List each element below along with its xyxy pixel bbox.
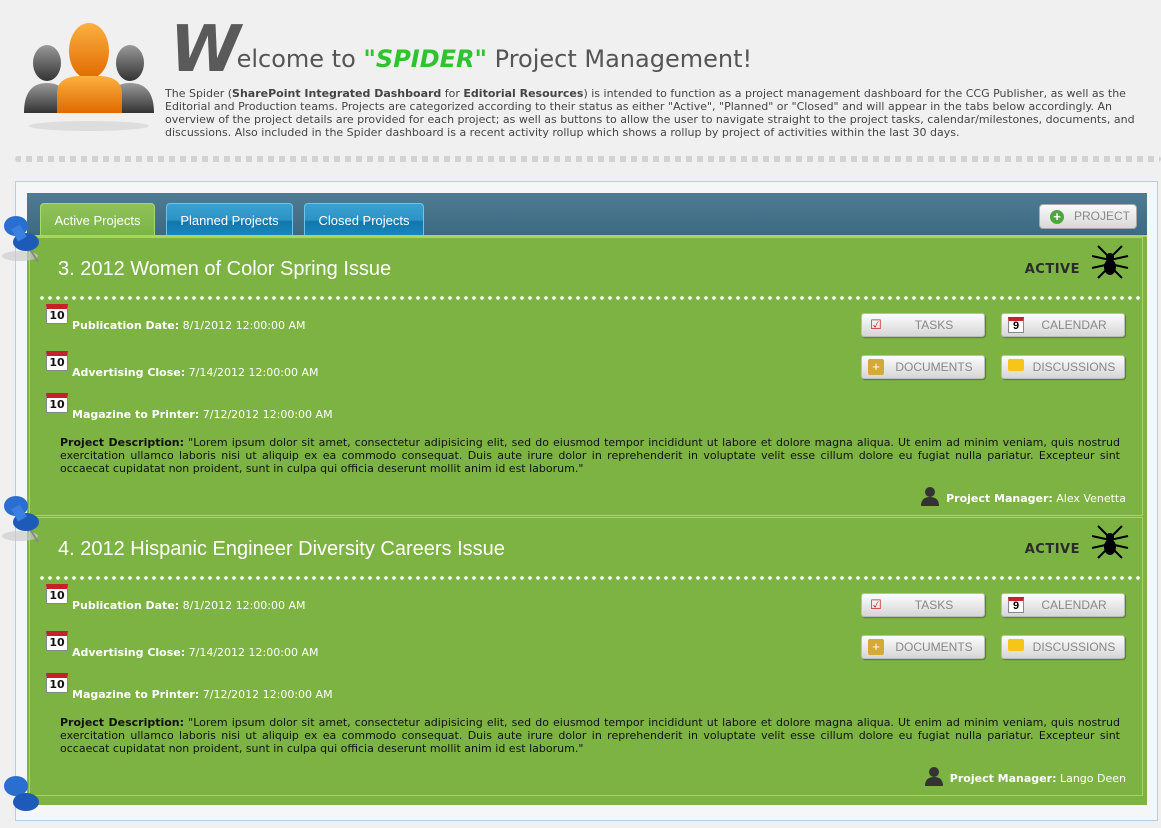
welcome-text: elcome to <box>236 45 364 73</box>
status-badge: ACTIVE <box>1024 542 1080 557</box>
text: Alex Venetta <box>1056 492 1126 505</box>
text: Publication Date: <box>72 319 180 332</box>
advertising-close: 10 Advertising Close: 7/14/2012 12:00:00 … <box>46 631 319 659</box>
pushpin-icon <box>4 776 39 811</box>
text: Magazine to Printer: <box>72 408 200 421</box>
project-manager: Project Manager: Alex Venetta <box>920 486 1126 506</box>
tab-active-projects[interactable]: Active Projects <box>40 203 155 236</box>
documents-button[interactable]: + DOCUMENTS <box>861 355 985 379</box>
project-description: Project Description: "Lorem ipsum dolor … <box>60 716 1120 755</box>
calendar-icon: 9 <box>1008 317 1024 333</box>
dotted-divider <box>38 296 1142 300</box>
text: Project Description: <box>60 716 185 729</box>
chat-bubbles-icon <box>1008 639 1024 651</box>
intro-text: The Spider (SharePoint Integrated Dashbo… <box>165 87 1155 139</box>
text: Advertising Close: <box>72 366 186 379</box>
text: 7/12/2012 12:00:00 AM <box>202 688 333 701</box>
text: TASKS <box>914 318 954 332</box>
text: "Lorem ipsum dolor sit amet, consectetur… <box>60 436 1120 475</box>
calendar-icon: 10 <box>46 631 68 651</box>
welcome-title: Welcome to "SPIDER" Project Management! <box>170 18 753 82</box>
text: DOCUMENTS <box>895 640 973 654</box>
project-description: Project Description: "Lorem ipsum dolor … <box>60 436 1120 475</box>
calendar-icon: 9 <box>1008 597 1024 613</box>
folder-add-icon: + <box>868 359 884 375</box>
project-manager: Project Manager: Lango Deen <box>924 766 1126 786</box>
add-project-label: PROJECT <box>1074 209 1131 223</box>
text: Magazine to Printer: <box>72 688 200 701</box>
spider-icon <box>1091 525 1129 559</box>
brand-name: "SPIDER" <box>363 45 488 73</box>
magazine-to-printer: 10 Magazine to Printer: 7/12/2012 12:00:0… <box>46 673 333 701</box>
status-badge: ACTIVE <box>1024 262 1080 277</box>
text: DOCUMENTS <box>895 360 973 374</box>
text: Lango Deen <box>1059 772 1126 785</box>
text: 7/12/2012 12:00:00 AM <box>202 408 333 421</box>
dotted-divider <box>38 576 1142 580</box>
tab-closed-projects[interactable]: Closed Projects <box>304 203 424 236</box>
text: TASKS <box>914 598 954 612</box>
tab-bar: Active Projects Planned Projects Closed … <box>27 193 1147 236</box>
text: 8/1/2012 12:00:00 AM <box>182 599 306 612</box>
tab-planned-projects[interactable]: Planned Projects <box>166 203 293 236</box>
text: DISCUSSIONS <box>1032 640 1116 654</box>
clipboard-check-icon: ☑ <box>870 317 882 332</box>
text: 7/14/2012 12:00:00 AM <box>188 646 319 659</box>
intro-bold: Editorial Resources <box>463 87 584 100</box>
clipboard-check-icon: ☑ <box>870 597 882 612</box>
advertising-close: 10 Advertising Close: 7/14/2012 12:00:00 … <box>46 351 319 379</box>
intro-part: for <box>441 87 464 100</box>
text: Publication Date: <box>72 599 180 612</box>
person-icon <box>924 767 943 786</box>
welcome-suffix: Project Management! <box>487 45 753 73</box>
pushpin-icon <box>2 496 39 543</box>
project-title[interactable]: 4. 2012 Hispanic Engineer Diversity Care… <box>58 538 505 560</box>
tasks-button[interactable]: ☑ TASKS <box>861 593 985 617</box>
plus-icon: + <box>1050 210 1064 224</box>
text: Advertising Close: <box>72 646 186 659</box>
calendar-button[interactable]: 9 CALENDAR <box>1001 313 1125 337</box>
documents-button[interactable]: + DOCUMENTS <box>861 635 985 659</box>
person-icon <box>921 487 940 506</box>
publication-date: 10 Publication Date: 8/1/2012 12:00:00 AM <box>46 304 306 332</box>
spider-icon <box>1091 245 1129 279</box>
calendar-icon: 10 <box>46 304 68 324</box>
text: "Lorem ipsum dolor sit amet, consectetur… <box>60 716 1120 755</box>
text: Project Description: <box>60 436 185 449</box>
chat-bubbles-icon <box>1008 359 1024 371</box>
add-project-button[interactable]: + PROJECT <box>1039 204 1137 229</box>
calendar-icon: 10 <box>46 393 68 413</box>
text: DISCUSSIONS <box>1032 360 1116 374</box>
intro-part: The Spider ( <box>165 87 233 100</box>
project-card: 3. 2012 Women of Color Spring Issue ACTI… <box>29 237 1143 516</box>
project-card: 4. 2012 Hispanic Engineer Diversity Care… <box>29 517 1143 796</box>
publication-date: 10 Publication Date: 8/1/2012 12:00:00 AM <box>46 584 306 612</box>
welcome-initial: W <box>170 13 241 87</box>
calendar-icon: 10 <box>46 584 68 604</box>
divider <box>15 156 1161 162</box>
intro-part: ) is intended to function as a project m… <box>165 87 1135 139</box>
text: CALENDAR <box>1041 598 1107 612</box>
intro-bold: SharePoint Integrated Dashboard <box>232 87 442 100</box>
discussions-button[interactable]: DISCUSSIONS <box>1001 635 1125 659</box>
calendar-icon: 10 <box>46 351 68 371</box>
project-title[interactable]: 3. 2012 Women of Color Spring Issue <box>58 258 392 280</box>
discussions-button[interactable]: DISCUSSIONS <box>1001 355 1125 379</box>
text: CALENDAR <box>1041 318 1107 332</box>
team-logo-icon <box>24 23 154 131</box>
calendar-button[interactable]: 9 CALENDAR <box>1001 593 1125 617</box>
calendar-icon: 10 <box>46 673 68 693</box>
pushpin-icon <box>2 216 39 263</box>
text: 8/1/2012 12:00:00 AM <box>182 319 306 332</box>
text: Project Manager: <box>946 492 1053 505</box>
magazine-to-printer: 10 Magazine to Printer: 7/12/2012 12:00:0… <box>46 393 333 421</box>
text: Project Manager: <box>949 772 1057 785</box>
text: 7/14/2012 12:00:00 AM <box>188 366 319 379</box>
folder-add-icon: + <box>868 639 884 655</box>
tasks-button[interactable]: ☑ TASKS <box>861 313 985 337</box>
